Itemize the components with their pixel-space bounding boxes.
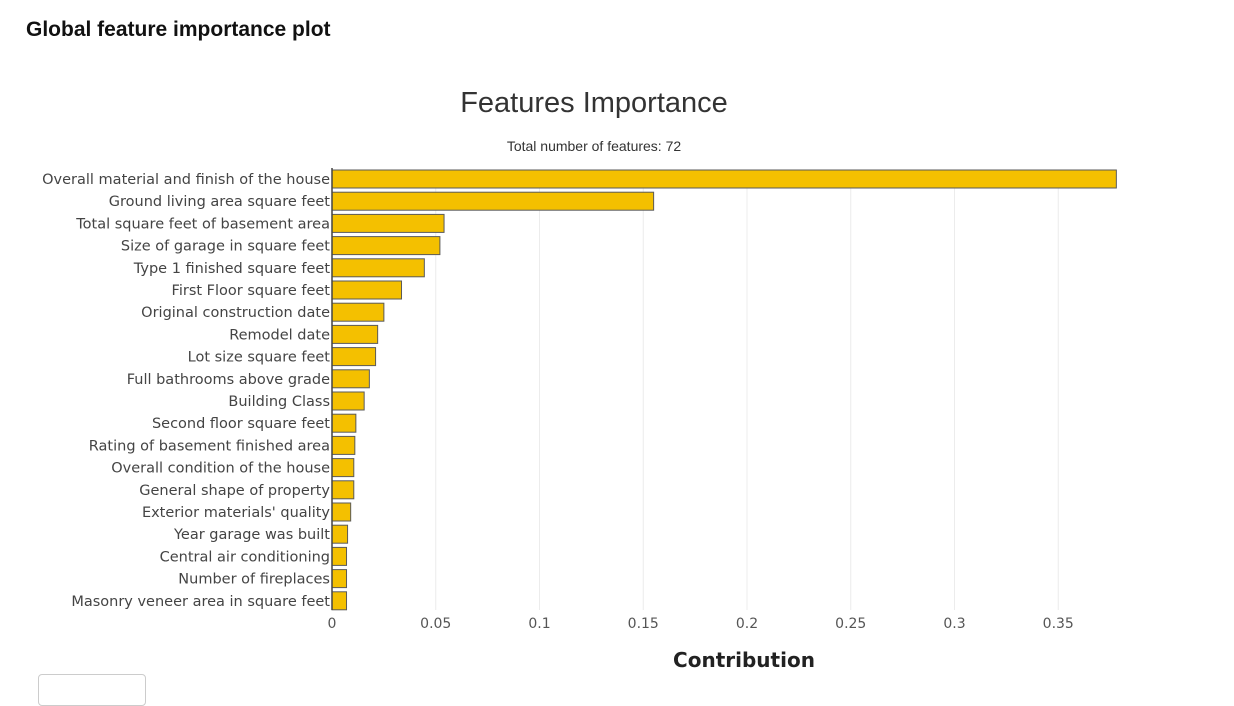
bar[interactable] (331, 435, 356, 455)
x-tick-label: 0.35 (1043, 616, 1074, 632)
category-label: Remodel date (229, 327, 330, 343)
category-label: Masonry veneer area in square feet (71, 594, 330, 610)
bars (331, 169, 1117, 611)
category-label: Overall condition of the house (111, 461, 330, 477)
bar[interactable] (331, 569, 348, 589)
category-label: Year garage was built (173, 527, 330, 543)
bar[interactable] (331, 524, 349, 544)
x-tick-label: 0.25 (835, 616, 866, 632)
x-tick-label: 0 (328, 616, 337, 632)
partially-visible-button[interactable] (38, 674, 146, 706)
category-label: Type 1 finished square feet (133, 261, 331, 277)
bar[interactable] (331, 546, 348, 566)
category-label: Central air conditioning (160, 549, 330, 565)
category-label: General shape of property (139, 483, 330, 499)
category-label: Second floor square feet (152, 416, 330, 432)
x-tick-labels: 0 0.05 0.1 0.15 0.2 0.25 0.3 0.35 (328, 616, 1074, 632)
bar[interactable] (331, 391, 365, 411)
grid-lines (435, 170, 1059, 610)
bar[interactable] (331, 502, 352, 522)
chart-title: Features Importance (460, 87, 728, 119)
bar[interactable] (331, 413, 357, 433)
category-label: Building Class (228, 394, 330, 410)
bar[interactable] (331, 169, 1117, 189)
feature-importance-chart: Overall material and finish of the house… (42, 87, 1117, 672)
category-label: Rating of basement finished area (89, 438, 330, 454)
bar[interactable] (331, 302, 385, 322)
category-label: Overall material and finish of the house (42, 172, 330, 188)
category-label: Total square feet of basement area (75, 216, 330, 232)
x-axis-title: Contribution (673, 648, 815, 672)
bar[interactable] (331, 347, 377, 367)
x-tick-label: 0.1 (528, 616, 550, 632)
category-label: First Floor square feet (172, 283, 331, 299)
category-label: Exterior materials' quality (142, 505, 330, 521)
category-label: Original construction date (141, 305, 330, 321)
bar[interactable] (331, 191, 655, 211)
category-label: Lot size square feet (188, 350, 331, 366)
bar[interactable] (331, 324, 379, 344)
bar[interactable] (331, 258, 425, 278)
chart-subtitle: Total number of features: 72 (507, 138, 682, 154)
category-label: Size of garage in square feet (121, 239, 330, 255)
x-tick-label: 0.2 (736, 616, 758, 632)
category-label: Number of fireplaces (178, 572, 330, 588)
category-label: Full bathrooms above grade (127, 372, 330, 388)
bar[interactable] (331, 458, 355, 478)
category-labels: Overall material and finish of the house… (42, 172, 330, 610)
bar[interactable] (331, 591, 348, 611)
bar[interactable] (331, 480, 355, 500)
bar[interactable] (331, 213, 445, 233)
category-label: Ground living area square feet (109, 194, 331, 210)
x-tick-label: 0.05 (420, 616, 451, 632)
x-tick-label: 0.15 (628, 616, 659, 632)
bar[interactable] (331, 236, 441, 256)
bar[interactable] (331, 280, 403, 300)
bar[interactable] (331, 369, 370, 389)
x-tick-label: 0.3 (943, 616, 965, 632)
page-heading: Global feature importance plot (26, 18, 331, 41)
